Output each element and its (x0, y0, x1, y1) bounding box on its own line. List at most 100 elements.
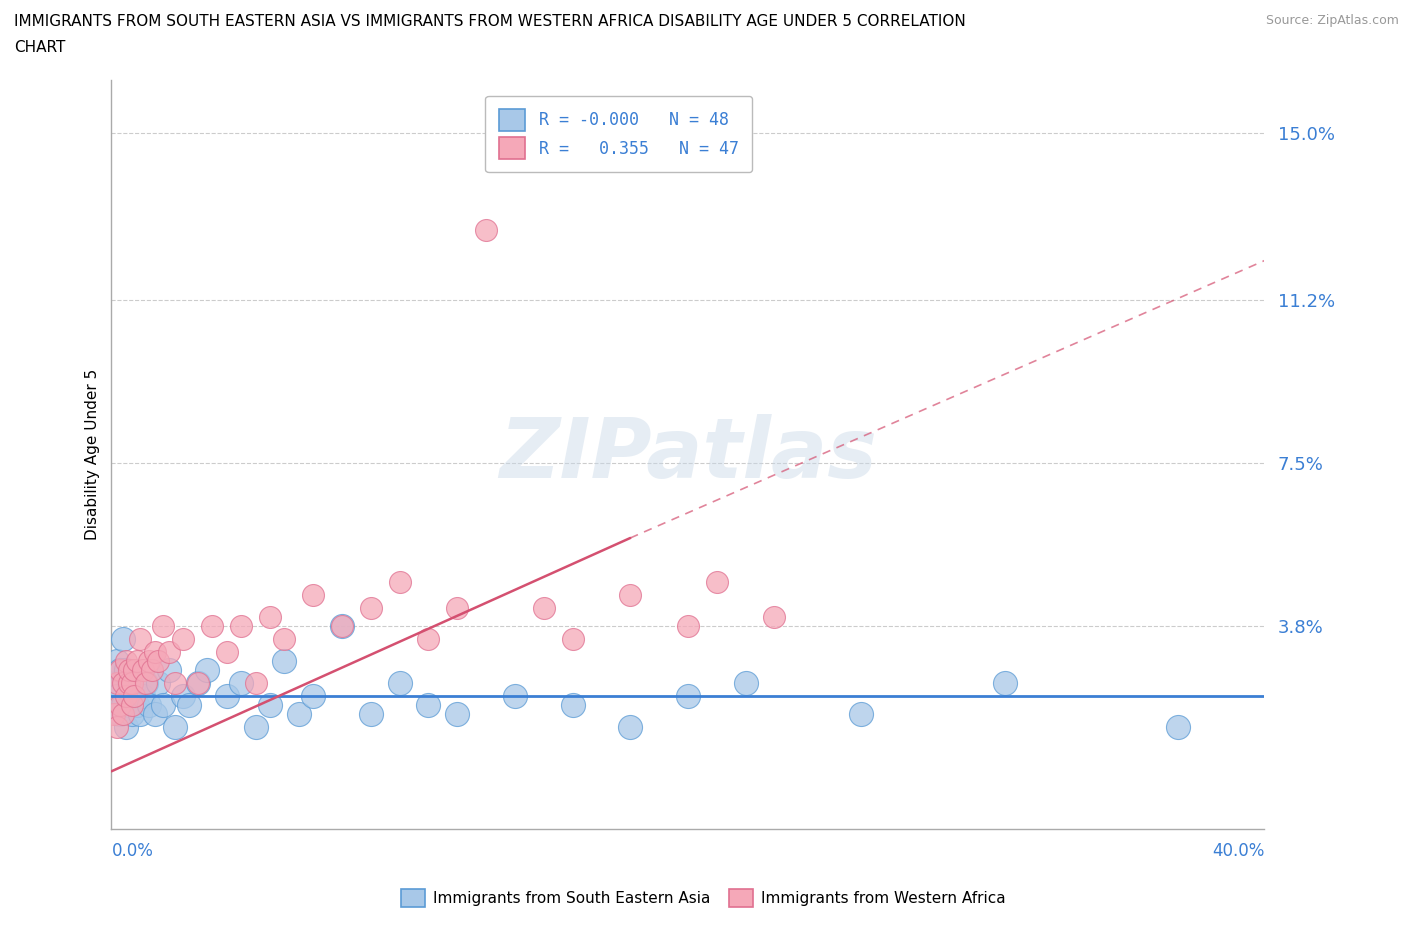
Point (105, 689, 128, 704)
Point (121, 676, 143, 691)
Point (157, 645, 180, 660)
Point (114, 654, 136, 669)
Point (229, 676, 252, 691)
Point (121, 689, 143, 704)
Point (129, 631, 152, 646)
Point (418, 631, 440, 646)
Point (259, 698, 281, 712)
Text: 40.0%: 40.0% (1212, 842, 1264, 859)
Point (288, 707, 311, 722)
Point (179, 698, 201, 712)
Point (676, 618, 699, 633)
Point (105, 676, 128, 691)
Point (172, 689, 194, 704)
Point (129, 707, 152, 722)
Point (273, 654, 295, 669)
Point (157, 662, 180, 677)
Point (849, 707, 872, 722)
Point (994, 676, 1017, 691)
Point (1167, 720, 1189, 735)
Point (124, 662, 146, 677)
Point (561, 631, 583, 646)
Point (388, 575, 411, 590)
Point (172, 631, 194, 646)
Point (114, 662, 136, 677)
Point (446, 601, 468, 616)
Point (475, 222, 498, 237)
Point (273, 631, 295, 646)
Point (103, 707, 125, 722)
Point (111, 631, 134, 646)
Point (215, 645, 238, 660)
Point (163, 720, 186, 735)
Point (330, 618, 353, 633)
Point (135, 676, 157, 691)
Point (215, 689, 238, 704)
Point (229, 618, 252, 633)
Point (105, 720, 128, 735)
Point (118, 676, 141, 691)
Y-axis label: Disability Age Under 5: Disability Age Under 5 (86, 368, 100, 540)
Point (121, 698, 143, 712)
Point (108, 698, 131, 712)
Point (187, 676, 209, 691)
Point (245, 676, 267, 691)
Point (418, 698, 440, 712)
Point (446, 707, 468, 722)
Point (111, 707, 134, 722)
Text: CHART: CHART (14, 40, 66, 55)
Point (138, 698, 160, 712)
Point (118, 698, 141, 712)
Point (302, 588, 325, 603)
Point (561, 698, 583, 712)
Point (114, 720, 136, 735)
Point (114, 689, 136, 704)
Point (245, 720, 267, 735)
Text: IMMIGRANTS FROM SOUTH EASTERN ASIA VS IMMIGRANTS FROM WESTERN AFRICA DISABILITY : IMMIGRANTS FROM SOUTH EASTERN ASIA VS IM… (14, 14, 966, 29)
Point (111, 698, 134, 712)
Legend: R = -0.000   N = 48, R =   0.355   N = 47: R = -0.000 N = 48, R = 0.355 N = 47 (485, 96, 752, 172)
Point (105, 654, 128, 669)
Point (121, 707, 143, 722)
Point (118, 676, 141, 691)
Point (127, 654, 149, 669)
Point (111, 676, 134, 691)
Point (124, 689, 146, 704)
Point (330, 618, 353, 633)
Point (127, 698, 149, 712)
Point (360, 601, 382, 616)
Point (195, 662, 218, 677)
Point (146, 654, 169, 669)
Point (152, 698, 174, 712)
Point (141, 662, 163, 677)
Point (138, 654, 160, 669)
Point (132, 662, 155, 677)
Point (388, 676, 411, 691)
Point (118, 662, 141, 677)
Point (108, 662, 131, 677)
Text: Source: ZipAtlas.com: Source: ZipAtlas.com (1265, 14, 1399, 27)
Point (734, 676, 756, 691)
Point (533, 601, 555, 616)
Legend: Immigrants from South Eastern Asia, Immigrants from Western Africa: Immigrants from South Eastern Asia, Immi… (395, 884, 1011, 913)
Point (143, 645, 166, 660)
Point (619, 720, 641, 735)
Point (103, 676, 125, 691)
Point (503, 689, 526, 704)
Point (676, 689, 699, 704)
Point (302, 689, 325, 704)
Point (132, 689, 155, 704)
Point (763, 610, 786, 625)
Point (619, 588, 641, 603)
Point (143, 707, 166, 722)
Point (163, 676, 186, 691)
Point (706, 575, 728, 590)
Point (187, 676, 209, 691)
Point (201, 618, 224, 633)
Point (259, 610, 281, 625)
Point (152, 618, 174, 633)
Point (108, 662, 131, 677)
Point (146, 676, 169, 691)
Point (108, 707, 131, 722)
Text: 0.0%: 0.0% (111, 842, 153, 859)
